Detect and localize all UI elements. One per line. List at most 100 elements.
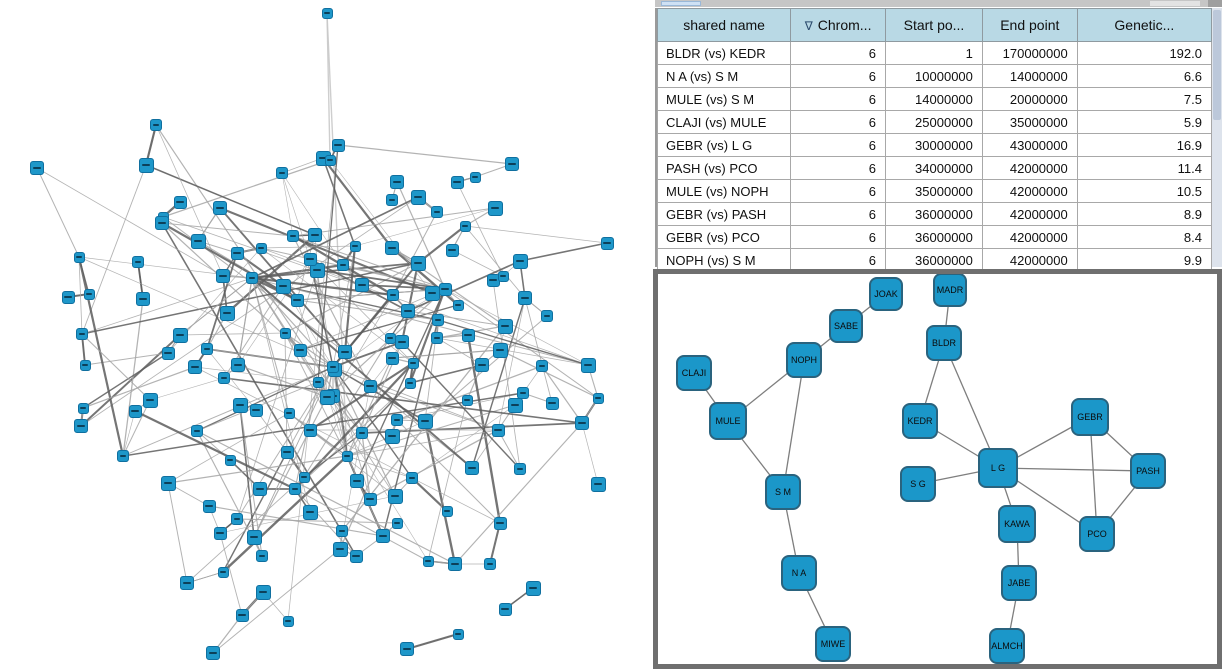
table-cell[interactable]: 5.9: [1076, 110, 1213, 134]
network-node[interactable]: [417, 413, 433, 429]
network-node[interactable]: [30, 161, 44, 175]
table-cell[interactable]: 6: [790, 156, 887, 180]
network-node[interactable]: [253, 482, 267, 496]
table-row[interactable]: GEBR (vs) PASH 6 36000000 42000000 8.9: [656, 202, 1213, 226]
table-row[interactable]: GEBR (vs) PCO 6 36000000 42000000 8.4: [656, 225, 1213, 249]
network-node[interactable]: [404, 377, 416, 389]
subnetwork-node[interactable]: SABE: [829, 309, 863, 343]
network-node[interactable]: [350, 474, 364, 488]
network-node[interactable]: [431, 332, 443, 344]
table-cell[interactable]: N A (vs) S M: [656, 64, 792, 88]
table-cell[interactable]: 170000000: [981, 41, 1078, 65]
network-node[interactable]: [256, 550, 268, 562]
network-node[interactable]: [432, 314, 444, 326]
network-node[interactable]: [518, 291, 532, 305]
table-cell[interactable]: 6: [790, 87, 887, 111]
table-cell[interactable]: 42000000: [981, 225, 1078, 249]
network-node[interactable]: [465, 461, 479, 475]
network-node[interactable]: [386, 194, 398, 206]
network-node[interactable]: [231, 358, 245, 372]
network-node[interactable]: [407, 357, 419, 369]
network-node[interactable]: [384, 332, 396, 344]
network-node[interactable]: [422, 555, 434, 567]
subnetwork-node[interactable]: KEDR: [902, 403, 938, 439]
network-node[interactable]: [541, 310, 553, 322]
subnetwork-node[interactable]: S M: [765, 474, 801, 510]
subnetwork-node[interactable]: BLDR: [926, 325, 962, 361]
table-cell[interactable]: 35000000: [885, 179, 983, 203]
horizontal-scrollbar[interactable]: [655, 0, 1222, 7]
table-cell[interactable]: GEBR (vs) PASH: [656, 202, 792, 226]
hscroll-thumb-right[interactable]: [1150, 1, 1200, 6]
column-header[interactable]: Genetic...: [1076, 8, 1213, 42]
network-node[interactable]: [324, 154, 336, 166]
table-cell[interactable]: 6: [790, 110, 887, 134]
table-cell[interactable]: 42000000: [981, 248, 1078, 272]
network-node[interactable]: [312, 376, 324, 388]
network-node[interactable]: [507, 397, 523, 413]
network-node[interactable]: [73, 251, 85, 263]
network-node[interactable]: [497, 270, 509, 282]
subnetwork-node[interactable]: L G: [978, 448, 1018, 488]
network-node[interactable]: [332, 541, 348, 557]
table-cell[interactable]: 1: [885, 41, 983, 65]
network-node[interactable]: [600, 236, 614, 250]
subnetwork-node[interactable]: GEBR: [1071, 398, 1109, 436]
table-row[interactable]: CLAJI (vs) MULE 6 25000000 35000000 5.9: [656, 110, 1213, 134]
table-cell[interactable]: 6.6: [1076, 64, 1213, 88]
network-node[interactable]: [202, 499, 216, 513]
network-node[interactable]: [74, 419, 88, 433]
network-node[interactable]: [319, 389, 335, 405]
table-cell[interactable]: 25000000: [885, 110, 983, 134]
table-cell[interactable]: MULE (vs) NOPH: [656, 179, 792, 203]
table-cell[interactable]: 6: [790, 248, 887, 272]
network-node[interactable]: [190, 233, 206, 249]
network-node[interactable]: [150, 119, 162, 131]
network-node[interactable]: [461, 394, 473, 406]
network-node[interactable]: [255, 242, 267, 254]
network-node[interactable]: [498, 602, 512, 616]
network-node[interactable]: [231, 513, 243, 525]
column-header[interactable]: shared name: [656, 8, 792, 42]
table-cell[interactable]: 6: [790, 64, 887, 88]
subnetwork-node[interactable]: CLAJI: [676, 355, 712, 391]
table-cell[interactable]: CLAJI (vs) MULE: [656, 110, 792, 134]
network-node[interactable]: [385, 351, 399, 365]
table-cell[interactable]: 9.9: [1076, 248, 1213, 272]
table-cell[interactable]: 11.4: [1076, 156, 1213, 180]
network-node[interactable]: [132, 256, 144, 268]
network-node[interactable]: [293, 343, 307, 357]
network-node[interactable]: [401, 304, 415, 318]
table-cell[interactable]: 43000000: [981, 133, 1078, 157]
vertical-scrollbar[interactable]: [1212, 8, 1222, 267]
network-node[interactable]: [218, 372, 230, 384]
network-node[interactable]: [219, 305, 235, 321]
network-node[interactable]: [289, 483, 301, 495]
network-node[interactable]: [387, 488, 403, 504]
network-node[interactable]: [213, 526, 227, 540]
table-cell[interactable]: MULE (vs) S M: [656, 87, 792, 111]
subnetwork-node[interactable]: S G: [900, 466, 936, 502]
network-node[interactable]: [512, 253, 528, 269]
subnetwork-node[interactable]: KAWA: [998, 505, 1036, 543]
table-cell[interactable]: 10.5: [1076, 179, 1213, 203]
network-node[interactable]: [469, 171, 481, 183]
network-node[interactable]: [213, 201, 227, 215]
network-node[interactable]: [128, 404, 142, 418]
subnetwork-node[interactable]: JABE: [1001, 565, 1037, 601]
network-node[interactable]: [331, 138, 345, 152]
subnetwork-node[interactable]: JOAK: [869, 277, 903, 311]
network-node[interactable]: [155, 216, 169, 230]
network-node[interactable]: [136, 292, 150, 306]
subnetwork-node[interactable]: N A: [781, 555, 817, 591]
subnetwork-node[interactable]: MADR: [933, 274, 967, 307]
network-node[interactable]: [517, 387, 529, 399]
table-row[interactable]: GEBR (vs) L G 6 30000000 43000000 16.9: [656, 133, 1213, 157]
network-node[interactable]: [395, 335, 409, 349]
network-node[interactable]: [497, 318, 513, 334]
network-node[interactable]: [336, 525, 348, 537]
network-node[interactable]: [230, 246, 244, 260]
network-node[interactable]: [338, 345, 352, 359]
network-node[interactable]: [410, 255, 426, 271]
table-cell[interactable]: GEBR (vs) L G: [656, 133, 792, 157]
